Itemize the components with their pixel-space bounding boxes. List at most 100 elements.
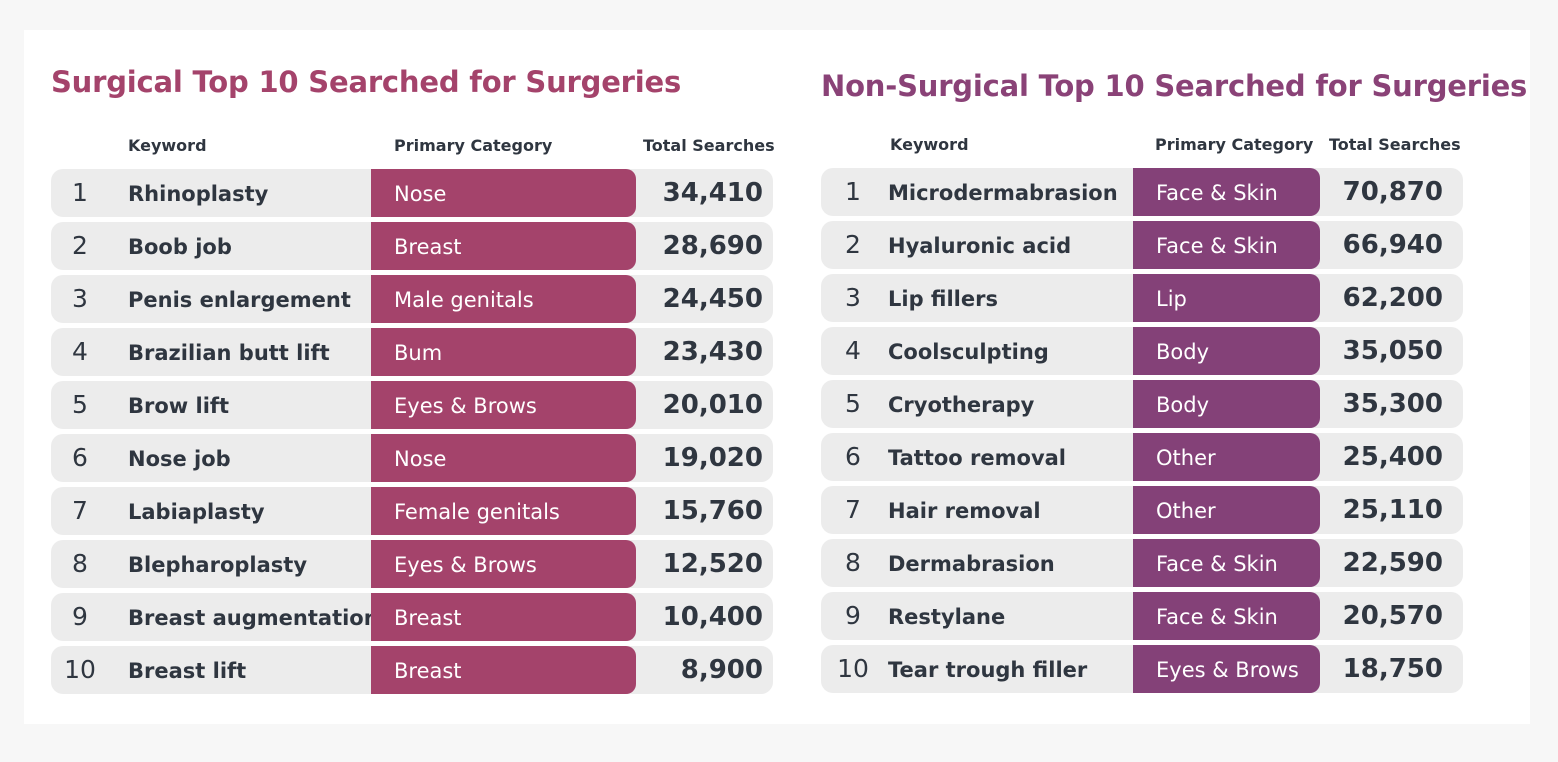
surgical-rank: 2 [72,231,88,260]
surgical-category-badge: Eyes & Brows [371,540,636,588]
non-surgical-table-row: 9 Restylane Face & Skin 20,570 [821,592,1463,640]
surgical-total-searches: 19,020 [662,443,763,473]
surgical-rank: 6 [72,443,88,472]
surgical-table-row: 10 Breast lift Breast 8,900 [51,646,773,694]
non-surgical-keyword: Tear trough filler [888,658,1088,682]
non-surgical-table-row: 1 Microdermabrasion Face & Skin 70,870 [821,168,1463,216]
non-surgical-category-badge: Other [1133,486,1320,534]
surgical-table-row: 8 Blepharoplasty Eyes & Brows 12,520 [51,540,773,588]
surgical-total-searches: 15,760 [662,496,763,526]
non-surgical-keyword: Restylane [888,605,1006,629]
non-surgical-category-badge: Body [1133,327,1320,375]
non-surgical-total-searches: 18,750 [1342,654,1443,684]
non-surgical-keyword: Lip fillers [888,287,998,311]
non-surgical-category-badge: Eyes & Brows [1133,645,1320,693]
non-surgical-keyword: Dermabrasion [888,552,1055,576]
surgical-category-badge: Eyes & Brows [371,381,636,429]
surgical-keyword: Brow lift [128,394,230,418]
non-surgical-rank: 8 [845,548,861,577]
surgical-table-row: 1 Rhinoplasty Nose 34,410 [51,169,773,217]
non-surgical-rank: 6 [845,442,861,471]
surgical-rank: 4 [72,337,88,366]
non-surgical-total-searches: 20,570 [1342,601,1443,631]
non-surgical-keyword: Tattoo removal [888,446,1066,470]
non-surgical-rank: 9 [845,601,861,630]
non-surgical-total-searches: 35,300 [1342,389,1443,419]
non-surgical-rank: 1 [845,177,861,206]
non-surgical-keyword: Hair removal [888,499,1041,523]
non-surgical-header-keyword: Keyword [890,135,969,154]
surgical-keyword: Breast lift [128,659,247,683]
surgical-total-searches: 24,450 [662,284,763,314]
surgical-table-row: 2 Boob job Breast 28,690 [51,222,773,270]
non-surgical-table-row: 3 Lip fillers Lip 62,200 [821,274,1463,322]
surgical-panel: Surgical Top 10 Searched for Surgeries K… [51,0,775,762]
non-surgical-rank: 10 [837,654,869,683]
non-surgical-header-searches: Total Searches [1329,135,1461,154]
non-surgical-category-badge: Face & Skin [1133,592,1320,640]
non-surgical-table-row: 5 Cryotherapy Body 35,300 [821,380,1463,428]
non-surgical-total-searches: 25,110 [1342,495,1443,525]
surgical-table-row: 5 Brow lift Eyes & Brows 20,010 [51,381,773,429]
non-surgical-rank: 2 [845,230,861,259]
non-surgical-category-badge: Body [1133,380,1320,428]
non-surgical-rank: 5 [845,389,861,418]
non-surgical-rank: 4 [845,336,861,365]
surgical-rank: 10 [64,655,96,684]
surgical-header-searches: Total Searches [643,136,775,155]
non-surgical-category-badge: Face & Skin [1133,539,1320,587]
surgical-keyword: Labiaplasty [128,500,265,524]
non-surgical-table-row: 8 Dermabrasion Face & Skin 22,590 [821,539,1463,587]
non-surgical-table-row: 7 Hair removal Other 25,110 [821,486,1463,534]
surgical-rank: 3 [72,284,88,313]
surgical-keyword: Nose job [128,447,231,471]
non-surgical-total-searches: 62,200 [1342,283,1443,313]
surgical-category-badge: Breast [371,646,636,694]
non-surgical-table-row: 6 Tattoo removal Other 25,400 [821,433,1463,481]
non-surgical-category-badge: Other [1133,433,1320,481]
non-surgical-table-row: 2 Hyaluronic acid Face & Skin 66,940 [821,221,1463,269]
surgical-category-badge: Female genitals [371,487,636,535]
non-surgical-keyword: Cryotherapy [888,393,1035,417]
surgical-total-searches: 12,520 [662,549,763,579]
surgical-total-searches: 8,900 [680,655,763,685]
non-surgical-keyword: Microdermabrasion [888,181,1118,205]
surgical-rank: 9 [72,602,88,631]
surgical-rank: 8 [72,549,88,578]
surgical-table-row: 3 Penis enlargement Male genitals 24,450 [51,275,773,323]
surgical-rank: 7 [72,496,88,525]
surgical-table-row: 7 Labiaplasty Female genitals 15,760 [51,487,773,535]
surgical-rank: 1 [72,178,88,207]
non-surgical-total-searches: 66,940 [1342,230,1443,260]
non-surgical-category-badge: Lip [1133,274,1320,322]
non-surgical-total-searches: 25,400 [1342,442,1443,472]
surgical-rank: 5 [72,390,88,419]
surgical-table-row: 9 Breast augmentation Breast 10,400 [51,593,773,641]
non-surgical-total-searches: 22,590 [1342,548,1443,578]
surgical-keyword: Blepharoplasty [128,553,308,577]
non-surgical-category-badge: Face & Skin [1133,168,1320,216]
non-surgical-table-row: 10 Tear trough filler Eyes & Brows 18,750 [821,645,1463,693]
surgical-keyword: Penis enlargement [128,288,351,312]
surgical-total-searches: 20,010 [662,390,763,420]
non-surgical-header-category: Primary Category [1155,135,1314,154]
non-surgical-total-searches: 35,050 [1342,336,1443,366]
surgical-category-badge: Bum [371,328,636,376]
non-surgical-rank: 7 [845,495,861,524]
surgical-category-badge: Breast [371,593,636,641]
non-surgical-total-searches: 70,870 [1342,177,1443,207]
surgical-total-searches: 34,410 [662,178,763,208]
non-surgical-panel: Non-Surgical Top 10 Searched for Surgeri… [821,0,1527,762]
non-surgical-rank: 3 [845,283,861,312]
surgical-category-badge: Nose [371,434,636,482]
surgical-category-badge: Nose [371,169,636,217]
surgical-title: Surgical Top 10 Searched for Surgeries [51,65,682,99]
non-surgical-keyword: Hyaluronic acid [888,234,1072,258]
surgical-keyword: Rhinoplasty [128,182,269,206]
non-surgical-keyword: Coolsculpting [888,340,1049,364]
surgical-table-row: 6 Nose job Nose 19,020 [51,434,773,482]
surgical-table-row: 4 Brazilian butt lift Bum 23,430 [51,328,773,376]
surgical-total-searches: 10,400 [662,602,763,632]
surgical-category-badge: Breast [371,222,636,270]
surgical-header-keyword: Keyword [128,136,207,155]
